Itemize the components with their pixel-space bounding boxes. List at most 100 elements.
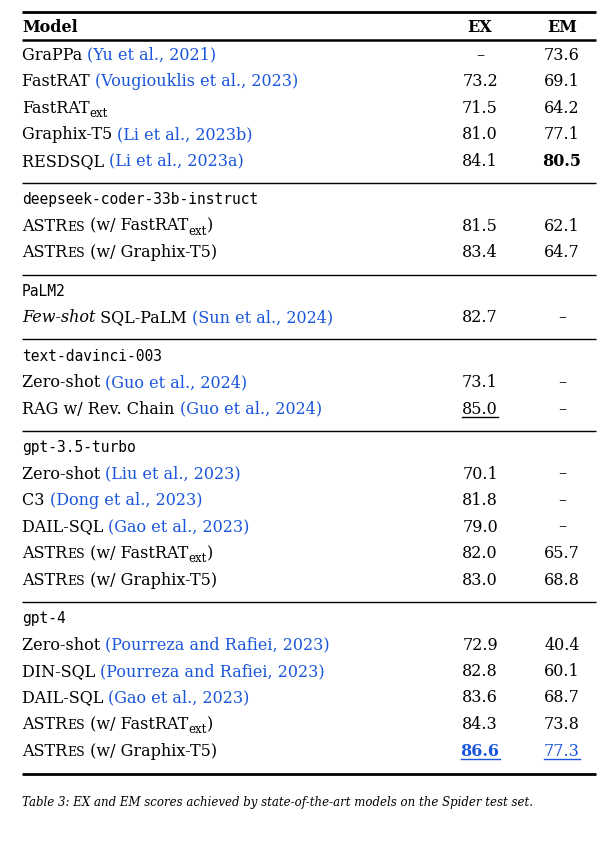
Text: RESDSQL: RESDSQL xyxy=(22,153,109,170)
Text: –: – xyxy=(476,47,484,64)
Text: ES: ES xyxy=(67,719,85,732)
Text: ASTR: ASTR xyxy=(22,545,67,562)
Text: deepseek-coder-33b-instruct: deepseek-coder-33b-instruct xyxy=(22,193,258,207)
Text: ES: ES xyxy=(67,220,85,233)
Text: 64.7: 64.7 xyxy=(544,244,580,261)
Text: ASTR: ASTR xyxy=(22,716,67,733)
Text: 70.1: 70.1 xyxy=(462,465,498,483)
Text: Model: Model xyxy=(22,19,78,36)
Text: Zero-shot: Zero-shot xyxy=(22,465,105,483)
Text: –: – xyxy=(558,492,566,509)
Text: (w/ FastRAT: (w/ FastRAT xyxy=(85,716,188,733)
Text: 83.6: 83.6 xyxy=(462,689,498,707)
Text: gpt-3.5-turbo: gpt-3.5-turbo xyxy=(22,440,136,455)
Text: 77.1: 77.1 xyxy=(544,127,580,143)
Text: Zero-shot: Zero-shot xyxy=(22,636,105,654)
Text: 62.1: 62.1 xyxy=(544,218,580,235)
Text: 86.6: 86.6 xyxy=(461,742,499,760)
Text: GraPPa: GraPPa xyxy=(22,47,87,64)
Text: (Liu et al., 2023): (Liu et al., 2023) xyxy=(105,465,241,483)
Text: 82.0: 82.0 xyxy=(462,545,498,562)
Text: 72.9: 72.9 xyxy=(462,636,498,654)
Text: ): ) xyxy=(207,545,213,562)
Text: (Pourreza and Rafiei, 2023): (Pourreza and Rafiei, 2023) xyxy=(101,663,325,680)
Text: (Vougiouklis et al., 2023): (Vougiouklis et al., 2023) xyxy=(95,74,298,90)
Text: ES: ES xyxy=(67,575,85,588)
Text: PaLM2: PaLM2 xyxy=(22,284,65,299)
Text: RAG w/ Rev. Chain: RAG w/ Rev. Chain xyxy=(22,401,179,418)
Text: –: – xyxy=(558,374,566,391)
Text: 69.1: 69.1 xyxy=(544,74,580,90)
Text: Few-shot: Few-shot xyxy=(22,309,95,326)
Text: 77.3: 77.3 xyxy=(544,742,580,760)
Text: DIN-SQL: DIN-SQL xyxy=(22,663,101,680)
Text: 71.5: 71.5 xyxy=(462,100,498,117)
Text: (Li et al., 2023b): (Li et al., 2023b) xyxy=(118,127,253,143)
Text: 81.0: 81.0 xyxy=(462,127,498,143)
Text: DAIL-SQL: DAIL-SQL xyxy=(22,518,108,536)
Text: ): ) xyxy=(207,218,213,235)
Text: ): ) xyxy=(207,716,213,733)
Text: 73.6: 73.6 xyxy=(544,47,580,64)
Text: 64.2: 64.2 xyxy=(544,100,580,117)
Text: SQL-PaLM: SQL-PaLM xyxy=(95,309,192,326)
Text: ASTR: ASTR xyxy=(22,218,67,235)
Text: 83.0: 83.0 xyxy=(462,571,498,589)
Text: ext: ext xyxy=(188,225,207,238)
Text: FastRAT: FastRAT xyxy=(22,74,95,90)
Text: 84.3: 84.3 xyxy=(462,716,498,733)
Text: (w/ Graphix-T5): (w/ Graphix-T5) xyxy=(85,244,217,261)
Text: 40.4: 40.4 xyxy=(544,636,580,654)
Text: EX: EX xyxy=(468,19,493,36)
Text: 73.2: 73.2 xyxy=(462,74,498,90)
Text: (Gao et al., 2023): (Gao et al., 2023) xyxy=(108,518,250,536)
Text: 84.1: 84.1 xyxy=(462,153,498,170)
Text: ext: ext xyxy=(188,723,207,736)
Text: Table 3: EX and EM scores achieved by state-of-the-art models on the Spider test: Table 3: EX and EM scores achieved by st… xyxy=(22,796,533,809)
Text: 65.7: 65.7 xyxy=(544,545,580,562)
Text: ES: ES xyxy=(67,247,85,260)
Text: (w/ FastRAT: (w/ FastRAT xyxy=(85,545,188,562)
Text: 81.5: 81.5 xyxy=(462,218,498,235)
Text: ASTR: ASTR xyxy=(22,244,67,261)
Text: –: – xyxy=(558,465,566,483)
Text: 83.4: 83.4 xyxy=(462,244,498,261)
Text: DAIL-SQL: DAIL-SQL xyxy=(22,689,108,707)
Text: 73.8: 73.8 xyxy=(544,716,580,733)
Text: ext: ext xyxy=(90,107,108,120)
Text: ext: ext xyxy=(188,552,207,565)
Text: 60.1: 60.1 xyxy=(544,663,580,680)
Text: 79.0: 79.0 xyxy=(462,518,498,536)
Text: 82.7: 82.7 xyxy=(462,309,498,326)
Text: EM: EM xyxy=(547,19,577,36)
Text: text-davinci-003: text-davinci-003 xyxy=(22,349,162,364)
Text: (w/ Graphix-T5): (w/ Graphix-T5) xyxy=(85,742,217,760)
Text: (Li et al., 2023a): (Li et al., 2023a) xyxy=(109,153,244,170)
Text: 85.0: 85.0 xyxy=(462,401,498,418)
Text: –: – xyxy=(558,309,566,326)
Text: ASTR: ASTR xyxy=(22,742,67,760)
Text: (Dong et al., 2023): (Dong et al., 2023) xyxy=(50,492,202,509)
Text: 68.8: 68.8 xyxy=(544,571,580,589)
Text: Zero-shot: Zero-shot xyxy=(22,374,105,391)
Text: (Guo et al., 2024): (Guo et al., 2024) xyxy=(105,374,247,391)
Text: 68.7: 68.7 xyxy=(544,689,580,707)
Text: (Gao et al., 2023): (Gao et al., 2023) xyxy=(108,689,250,707)
Text: (Sun et al., 2024): (Sun et al., 2024) xyxy=(192,309,333,326)
Text: (Pourreza and Rafiei, 2023): (Pourreza and Rafiei, 2023) xyxy=(105,636,330,654)
Text: (Yu et al., 2021): (Yu et al., 2021) xyxy=(87,47,216,64)
Text: ASTR: ASTR xyxy=(22,571,67,589)
Text: FastRAT: FastRAT xyxy=(22,100,90,117)
Text: 80.5: 80.5 xyxy=(542,153,582,170)
Text: Graphix-T5: Graphix-T5 xyxy=(22,127,118,143)
Text: ES: ES xyxy=(67,548,85,561)
Text: C3: C3 xyxy=(22,492,50,509)
Text: 82.8: 82.8 xyxy=(462,663,498,680)
Text: 81.8: 81.8 xyxy=(462,492,498,509)
Text: gpt-4: gpt-4 xyxy=(22,611,65,626)
Text: (w/ FastRAT: (w/ FastRAT xyxy=(85,218,188,235)
Text: ES: ES xyxy=(67,746,85,759)
Text: (w/ Graphix-T5): (w/ Graphix-T5) xyxy=(85,571,217,589)
Text: –: – xyxy=(558,401,566,418)
Text: (Guo et al., 2024): (Guo et al., 2024) xyxy=(179,401,322,418)
